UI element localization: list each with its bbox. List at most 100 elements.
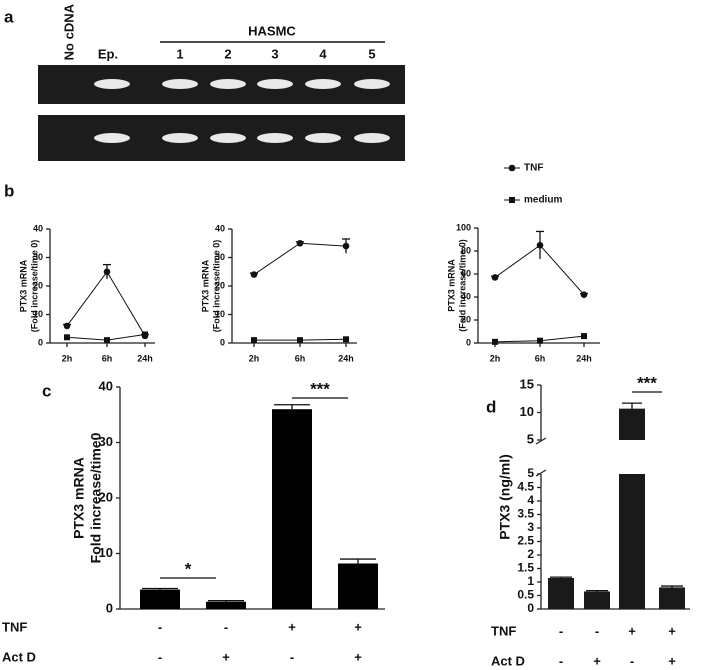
- treatment-sign: +: [222, 649, 230, 664]
- point: [251, 337, 257, 344]
- significance-label: ***: [310, 379, 330, 398]
- gel-band: [210, 133, 246, 143]
- point: [343, 336, 349, 343]
- y-tick-label: 4.5: [517, 480, 534, 494]
- y-tick-label: 10: [520, 404, 534, 419]
- y-axis-label: PTX3 mRNA: [71, 457, 87, 539]
- point: [250, 271, 258, 278]
- y-tick-label: 20: [461, 314, 471, 324]
- y-tick-label: 20: [99, 489, 113, 504]
- point: [580, 291, 588, 299]
- y-tick-label: 3.5: [517, 507, 534, 521]
- point: [104, 337, 110, 344]
- y-tick-label: 10: [215, 309, 225, 319]
- y-tick-label: 40: [33, 223, 43, 233]
- y-tick-label: 100: [456, 222, 471, 232]
- treatment-sign: +: [354, 649, 362, 664]
- legend-marker: [509, 197, 515, 203]
- y-tick-label: 10: [33, 309, 43, 319]
- bar: [659, 587, 685, 609]
- y-axis-label: PTX3 mRNA: [446, 259, 456, 312]
- gel-band: [305, 133, 341, 143]
- y-tick-label: 10: [99, 545, 113, 560]
- y-tick-label: 80: [461, 245, 471, 255]
- treatment-sign: +: [668, 653, 676, 668]
- lane-label: 3: [271, 46, 278, 61]
- y-tick-label: 0.5: [517, 588, 534, 602]
- treatment-name: Act D: [2, 649, 36, 664]
- y-tick-label: 30: [33, 252, 43, 262]
- treatment-sign: -: [158, 619, 162, 634]
- x-tick-label: 24h: [576, 353, 592, 363]
- point: [63, 322, 71, 330]
- gel-band: [94, 133, 130, 143]
- x-tick-label: 6h: [535, 353, 546, 363]
- panel-label: a: [4, 7, 14, 26]
- lane-label: 5: [368, 46, 375, 61]
- y-tick-label: 5: [527, 466, 534, 480]
- treatment-sign: -: [595, 623, 599, 638]
- y-tick-label: 30: [215, 252, 225, 262]
- point: [537, 337, 543, 344]
- treatment-sign: +: [628, 623, 636, 638]
- point: [491, 274, 499, 281]
- panel-label: c: [42, 381, 51, 400]
- y-tick-label: 5: [527, 431, 534, 446]
- lane-label: 1: [176, 46, 183, 61]
- treatment-sign: -: [224, 619, 228, 634]
- point: [581, 333, 587, 340]
- treatment-sign: -: [559, 653, 563, 668]
- y-axis-label: Fold increase/time0: [88, 432, 104, 563]
- point: [342, 242, 350, 250]
- treatment-name: Act D: [491, 653, 525, 668]
- axis-break: [535, 437, 547, 445]
- treatment-name: TNF: [491, 623, 516, 638]
- y-tick-label: 40: [99, 378, 113, 393]
- y-tick-label: 0: [106, 600, 113, 615]
- treatment-sign: +: [593, 653, 601, 668]
- panel-label: d: [486, 397, 496, 416]
- x-tick-label: 2h: [490, 353, 501, 363]
- point: [296, 239, 304, 247]
- gel-band: [257, 133, 293, 143]
- lane-label: Ep.: [98, 46, 118, 61]
- y-tick-label: 2: [527, 547, 534, 561]
- y-axis-label: PTX3 (ng/ml): [497, 454, 513, 540]
- y-tick-label: 2.5: [517, 534, 534, 548]
- lane-label: No cDNA: [61, 3, 76, 60]
- treatment-sign: -: [290, 649, 294, 664]
- gel-band: [210, 79, 246, 89]
- y-tick-label: 3: [527, 520, 534, 534]
- group-label: HASMC: [248, 23, 296, 38]
- bar: [338, 563, 378, 609]
- point: [536, 241, 544, 249]
- x-tick-label: 2h: [62, 353, 73, 363]
- point: [297, 337, 303, 344]
- y-tick-label: 40: [461, 291, 471, 301]
- y-axis-label: (Fold increase/time 0): [211, 240, 221, 333]
- treatment-sign: +: [288, 619, 296, 634]
- treatment-sign: -: [630, 653, 634, 668]
- y-axis-label: (Fold increase/time 0): [457, 239, 467, 332]
- x-tick-label: 24h: [137, 353, 153, 363]
- treatment-sign: -: [559, 623, 563, 638]
- y-tick-label: 0: [220, 337, 225, 347]
- gel-band: [162, 79, 198, 89]
- x-tick-label: 24h: [338, 353, 354, 363]
- treatment-sign: +: [668, 623, 676, 638]
- series-line: [66, 270, 146, 337]
- significance-label: *: [185, 559, 192, 578]
- x-tick-label: 6h: [102, 353, 113, 363]
- x-tick-label: 2h: [249, 353, 260, 363]
- lane-label: 4: [319, 46, 327, 61]
- point: [142, 331, 148, 338]
- y-tick-label: 0: [466, 337, 471, 347]
- y-tick-label: 60: [461, 268, 471, 278]
- lane-label: 2: [224, 46, 231, 61]
- gel-band: [257, 79, 293, 89]
- y-tick-label: 1: [527, 574, 534, 588]
- point: [64, 334, 70, 341]
- axis-break: [535, 469, 547, 477]
- y-tick-label: 30: [99, 434, 113, 449]
- y-tick-label: 1.5: [517, 561, 534, 575]
